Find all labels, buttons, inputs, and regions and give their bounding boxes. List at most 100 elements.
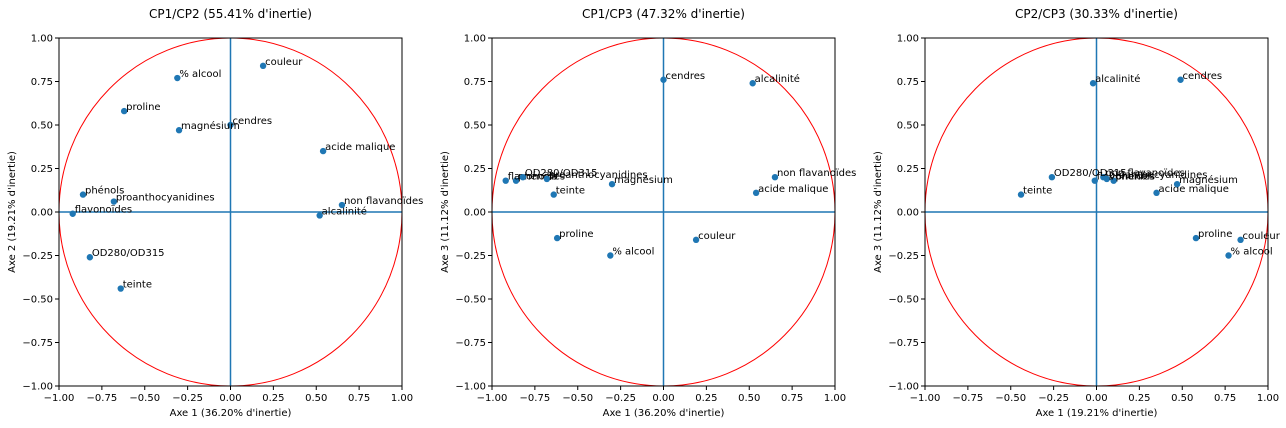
data-point (259, 62, 267, 70)
data-point (1103, 175, 1110, 183)
chart-title: CP1/CP3 (47.32% d'inertie) (582, 7, 745, 21)
data-point-label: OD280/OD315 (525, 168, 598, 179)
y-tick-label: 0.75 (464, 77, 486, 88)
y-tick-label: 1.00 (31, 34, 53, 45)
y-tick-label: −0.25 (22, 251, 53, 262)
x-tick-label: −0.50 (562, 393, 593, 404)
data-point-label: teinte (556, 186, 585, 197)
y-tick-label: 0.00 (464, 208, 486, 219)
data-point-label: magnésium (614, 174, 673, 186)
chart-panel-1: −1.00 −0.75 −0.50 −0.25 0.00 0.25 0.50 0.75 1.00… (7, 7, 423, 419)
y-tick-label: 0.50 (897, 121, 919, 132)
data-point (227, 121, 234, 129)
y-tick-label: 0.25 (897, 164, 919, 175)
data-point (1177, 76, 1184, 83)
y-tick-label: 0.00 (31, 208, 53, 219)
data-point-label: couleur (698, 231, 736, 242)
data-point-label: OD280/OD315 (92, 248, 165, 259)
y-tick-label: 0.25 (464, 164, 486, 175)
y-tick-label: 0.00 (897, 208, 919, 219)
chart-title: CP1/CP2 (55.41% d'inertie) (149, 7, 312, 21)
data-point (1192, 234, 1200, 242)
data-point (543, 175, 551, 183)
data-point-label: acide malique (758, 184, 828, 195)
data-point-label: alcalinité (755, 73, 800, 85)
y-tick-label: 0.50 (464, 121, 486, 132)
x-tick-label: 0.50 (738, 393, 760, 404)
y-tick-label: −0.50 (888, 295, 919, 306)
chart-title: CP2/CP3 (30.33% d'inertie) (1015, 7, 1178, 21)
data-point (553, 234, 561, 242)
data-point (1017, 191, 1025, 198)
data-point-label: flavonoïdes (1097, 172, 1154, 183)
data-point-label: couleur (1243, 231, 1281, 242)
y-tick-label: −1.00 (22, 382, 53, 393)
y-tick-label: 0.25 (31, 164, 53, 175)
y-tick-label: 0.75 (897, 77, 919, 88)
data-point (607, 252, 614, 259)
data-point-label: non flavanoïdes (344, 196, 423, 207)
data-point (1089, 80, 1097, 87)
x-tick-label: 1.00 (824, 393, 846, 404)
data-point (1153, 189, 1160, 197)
data-point-label: magnésium (1179, 174, 1238, 186)
y-tick-label: −1.00 (888, 382, 919, 393)
x-tick-label: 0.00 (1085, 393, 1107, 404)
data-point (174, 74, 181, 82)
x-tick-label: −0.25 (1038, 393, 1069, 404)
x-axis-label: Axe 1 (19.21% d'inertie) (1036, 408, 1158, 419)
x-tick-label: −1.00 (910, 393, 941, 404)
data-point-label: magnésium (181, 120, 240, 132)
data-point-label: alcalinité (1095, 73, 1140, 85)
chart-panel-2: −1.00 −0.75 −0.50 −0.25 0.00 0.25 0.50 0.75 1.00… (440, 7, 856, 419)
y-tick-label: 0.50 (31, 121, 53, 132)
data-point (1225, 252, 1232, 259)
data-point-label: % alcool (612, 247, 654, 258)
data-point (316, 212, 323, 219)
data-point (79, 191, 87, 198)
data-point-label: proanthocyanidines (116, 193, 215, 204)
data-point (608, 180, 616, 188)
data-point-label: % alcool (1231, 247, 1273, 258)
y-axis-label: Axe 2 (19.21% d'inertie) (7, 151, 18, 273)
x-tick-label: −0.50 (129, 393, 160, 404)
data-point-label: proline (1198, 229, 1232, 240)
y-tick-label: 1.00 (897, 34, 919, 45)
data-point-label: non flavanoïdes (777, 168, 856, 179)
data-point (175, 127, 183, 134)
x-axis-label: Axe 1 (36.20% d'inertie) (170, 408, 292, 419)
y-tick-label: −0.25 (888, 251, 919, 262)
x-tick-label: −0.75 (87, 393, 118, 404)
y-tick-label: 1.00 (464, 34, 486, 45)
data-point (69, 210, 76, 217)
x-tick-label: −0.75 (520, 393, 551, 404)
data-point-label: cendres (233, 116, 273, 127)
data-point (660, 76, 667, 83)
data-point (512, 177, 520, 184)
x-tick-label: 0.00 (219, 393, 241, 404)
x-axis-label: Axe 1 (36.20% d'inertie) (603, 408, 725, 419)
x-tick-label: 0.50 (1171, 393, 1193, 404)
data-point (749, 80, 756, 87)
data-point-label: cendres (666, 71, 706, 82)
data-point-label: proline (559, 229, 593, 240)
data-point-label: proanthocyanidines (549, 170, 648, 181)
x-tick-label: 0.50 (305, 393, 327, 404)
data-point-label: alcalinité (322, 205, 367, 217)
data-point (1237, 236, 1244, 244)
chart-panel-3: −1.00 −0.75 −0.50 −0.25 0.00 0.25 0.50 0.75 1.00… (873, 7, 1281, 419)
x-tick-label: 0.25 (695, 393, 717, 404)
data-point (319, 147, 327, 155)
y-axis-label: Axe 3 (11.12% d'inertie) (440, 151, 451, 273)
y-tick-label: −0.50 (22, 295, 53, 306)
y-tick-label: −1.00 (455, 382, 486, 393)
y-tick-label: −0.50 (455, 295, 486, 306)
x-tick-label: −0.25 (172, 393, 203, 404)
x-tick-label: 0.75 (1214, 393, 1236, 404)
data-point-label: teinte (123, 280, 152, 291)
x-tick-label: 0.25 (262, 393, 284, 404)
data-point (771, 174, 779, 181)
data-point (338, 201, 346, 209)
x-tick-label: 0.00 (652, 393, 674, 404)
data-point-label: teinte (1023, 186, 1052, 197)
